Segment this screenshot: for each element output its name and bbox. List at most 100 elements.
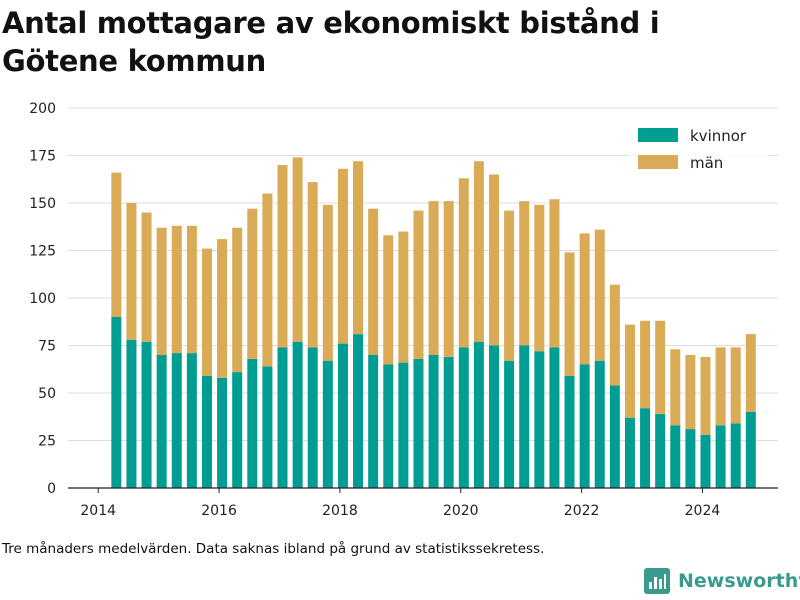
bar-kvinnor xyxy=(217,377,228,488)
bar-män xyxy=(534,204,545,352)
y-tick-label: 200 xyxy=(29,101,56,117)
bar-män xyxy=(594,229,605,361)
y-tick-label: 100 xyxy=(29,291,56,307)
bar-kvinnor xyxy=(579,364,590,488)
x-tick-label: 2022 xyxy=(564,503,600,519)
bar-män xyxy=(655,320,666,414)
bar-män xyxy=(322,204,333,361)
bar-män xyxy=(217,239,228,378)
bar-män xyxy=(368,208,379,355)
bar-kvinnor xyxy=(413,358,424,488)
bar-män xyxy=(126,203,137,340)
bar-män xyxy=(337,168,348,344)
bar-kvinnor xyxy=(624,417,635,488)
bar-kvinnor xyxy=(594,360,605,488)
bar-män xyxy=(428,201,439,355)
bar-kvinnor xyxy=(201,375,212,488)
bar-kvinnor xyxy=(443,356,454,488)
y-tick-label: 150 xyxy=(29,196,56,212)
newsworthy-logo-icon xyxy=(644,568,670,594)
bar-kvinnor xyxy=(337,343,348,488)
bar-kvinnor xyxy=(126,339,137,488)
bar-kvinnor xyxy=(458,347,469,488)
bar-kvinnor xyxy=(700,434,711,488)
bar-kvinnor xyxy=(640,408,651,488)
bar-kvinnor xyxy=(383,364,394,488)
bar-män xyxy=(277,165,288,348)
legend-swatch-kvinnor xyxy=(638,128,678,142)
bar-kvinnor xyxy=(247,358,258,488)
bar-män xyxy=(171,225,182,354)
bar-män xyxy=(504,210,515,361)
bar-kvinnor xyxy=(353,334,364,488)
bar-män xyxy=(549,199,560,348)
bar-män xyxy=(232,227,243,373)
bar-kvinnor xyxy=(111,317,122,488)
bar-män xyxy=(473,161,484,342)
bar-kvinnor xyxy=(504,360,515,488)
bar-kvinnor xyxy=(368,355,379,488)
bar-kvinnor xyxy=(715,425,726,488)
bar-män xyxy=(564,252,575,376)
bar-män xyxy=(307,182,318,348)
bar-kvinnor xyxy=(232,372,243,488)
chart-title: Antal mottagare av ekonomiskt bistånd i … xyxy=(2,6,660,78)
bar-män xyxy=(111,172,122,317)
bar-kvinnor xyxy=(730,423,741,488)
bar-män xyxy=(201,248,212,376)
bar-kvinnor xyxy=(428,355,439,488)
bar-kvinnor xyxy=(186,353,197,488)
bar-kvinnor xyxy=(171,353,182,488)
bar-män xyxy=(640,320,651,409)
bar-kvinnor xyxy=(549,347,560,488)
brand[interactable]: Newsworthy xyxy=(644,568,800,594)
bar-kvinnor xyxy=(262,366,273,488)
bar-män xyxy=(413,210,424,359)
bar-män xyxy=(685,355,696,430)
y-axis-ticks: 0 25 50 75 100 125 150 175 200 xyxy=(29,101,56,497)
y-tick-label: 0 xyxy=(47,481,56,497)
bar-män xyxy=(353,161,364,335)
chart-caption: Tre månaders medelvärden. Data saknas ib… xyxy=(2,541,545,557)
x-tick-label: 2016 xyxy=(201,503,237,519)
legend-swatch-män xyxy=(638,155,678,169)
legend-label-kvinnor: kvinnor xyxy=(690,127,747,145)
x-axis: 2014 2016 2018 2020 2022 2024 xyxy=(68,487,778,519)
bar-män xyxy=(156,227,167,355)
bar-kvinnor xyxy=(141,341,152,488)
y-tick-label: 125 xyxy=(29,244,56,260)
bar-kvinnor xyxy=(292,341,303,488)
bar-män xyxy=(383,235,394,365)
bars xyxy=(111,157,756,488)
bar-män xyxy=(700,356,711,435)
legend-label-män: män xyxy=(690,154,723,172)
bar-kvinnor xyxy=(156,355,167,488)
y-tick-label: 175 xyxy=(29,149,56,165)
bar-män xyxy=(624,324,635,418)
bar-kvinnor xyxy=(519,345,530,488)
bar-kvinnor xyxy=(322,360,333,488)
y-tick-label: 25 xyxy=(38,434,56,450)
x-tick-label: 2020 xyxy=(443,503,479,519)
bar-kvinnor xyxy=(307,347,318,488)
bar-män xyxy=(443,201,454,357)
bar-kvinnor xyxy=(564,375,575,488)
y-tick-label: 75 xyxy=(38,339,56,355)
legend: kvinnor män xyxy=(628,120,768,178)
x-tick-label: 2014 xyxy=(80,503,116,519)
bar-kvinnor xyxy=(685,429,696,488)
bar-män xyxy=(247,208,258,359)
bar-män xyxy=(519,201,530,346)
y-tick-label: 50 xyxy=(38,386,56,402)
bar-kvinnor xyxy=(277,347,288,488)
bar-män xyxy=(670,349,681,426)
bar-kvinnor xyxy=(398,362,409,488)
bar-män xyxy=(579,233,590,365)
bar-kvinnor xyxy=(489,345,499,488)
x-tick-label: 2024 xyxy=(685,503,721,519)
brand-name: Newsworthy xyxy=(678,570,800,592)
bar-män xyxy=(262,193,273,367)
bar-kvinnor xyxy=(670,425,681,488)
bar-män xyxy=(745,334,756,412)
